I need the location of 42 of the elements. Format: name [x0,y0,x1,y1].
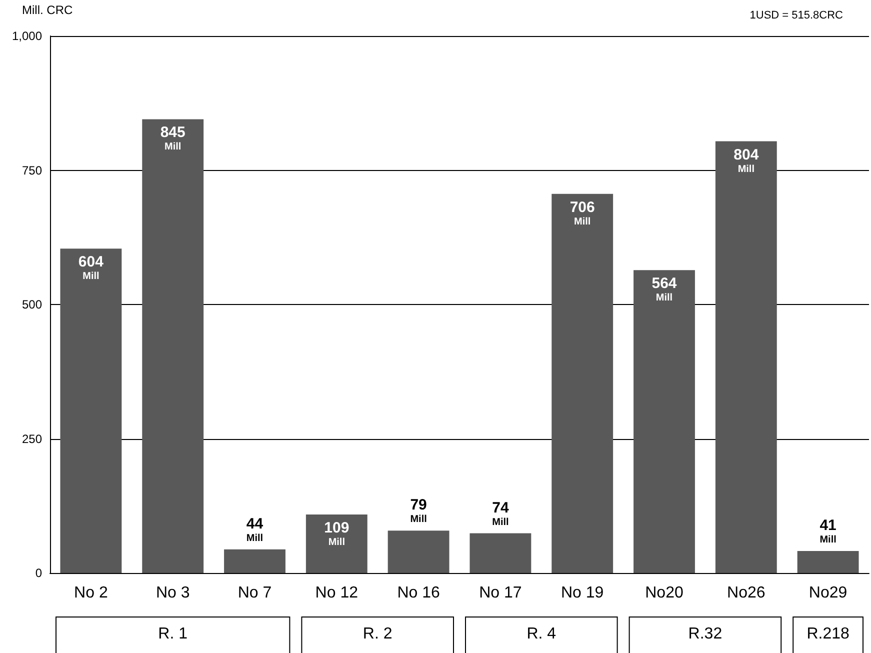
data-label: 109 Mill [324,519,350,548]
text: 1USD = 515.8CRC [750,10,844,22]
data-label: 41 Mill [820,516,837,546]
data-label: 706 Mill [570,198,595,228]
data-label: 74 Mill [492,499,510,528]
bar [142,119,204,573]
x-tick-label: No26 [727,584,766,602]
y-tick-label: 1,000 [12,29,42,43]
x-tick-label: No 7 [238,584,272,602]
text: R.32 [688,626,722,642]
bar [60,248,122,573]
bar [224,549,286,573]
x-tick-label: No 19 [561,584,604,602]
x-tick-label: No 16 [397,584,440,602]
text: R. 4 [526,626,556,642]
y-tick-label: 0 [35,566,42,580]
x-tick-label: No 17 [479,584,522,602]
y-tick-label: 500 [22,298,42,312]
data-label: 604 Mill [78,254,104,282]
data-label: 79 Mill [410,496,428,526]
bar [715,141,777,573]
text: R. 2 [362,626,392,642]
bar [634,270,695,573]
y-tick-label: 750 [22,163,42,178]
bar [797,550,859,573]
data-label: 845 Mill [160,124,186,153]
bar [470,533,532,573]
x-tick-label: No 3 [156,584,190,602]
data-label: 564 Mill [652,275,678,304]
text: R. 1 [158,626,188,642]
x-tick-label: No 2 [74,584,108,602]
y-axis-title: Mill. CRC [22,3,73,17]
bar [306,514,368,573]
bar [388,530,450,573]
x-tick-label: No 12 [315,584,358,602]
text: R.218 [806,626,850,642]
x-tick-label: No20 [645,584,684,602]
x-tick-label: No29 [808,584,848,602]
y-tick-label: 250 [22,432,42,446]
bar [552,194,614,573]
data-label: 804 Mill [734,146,760,175]
data-label: 44 Mill [246,515,264,544]
